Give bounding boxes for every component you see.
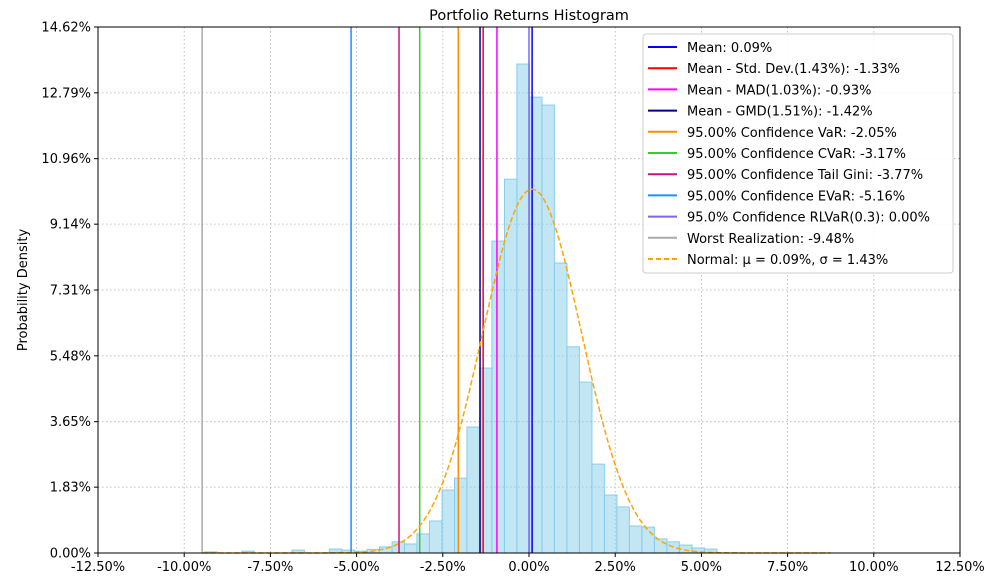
histogram-bar <box>466 426 480 554</box>
y-tick-label: 9.14% <box>50 218 91 233</box>
histogram-bar <box>541 104 555 554</box>
histogram-bar <box>591 463 605 554</box>
x-tick-label: 7.50% <box>767 560 808 575</box>
y-tick-label: 7.31% <box>50 284 91 299</box>
histogram-bar <box>403 543 418 554</box>
x-tick-label: -5.00% <box>334 560 380 575</box>
chart-title: Portfolio Returns Histogram <box>429 8 629 24</box>
x-tick-label: -10.00% <box>157 560 211 575</box>
histogram-bar <box>566 346 580 554</box>
histogram-bar <box>491 240 505 554</box>
x-tick-label: -7.50% <box>247 560 293 575</box>
y-tick-label: 10.96% <box>41 152 91 167</box>
x-tick-label: 10.00% <box>849 560 899 575</box>
y-axis-ticks: 0.00% 1.83% 3.65% 5.48% 7.31% 9.14% 10.96% 12.7… <box>41 21 98 562</box>
risk-lines <box>201 27 533 553</box>
y-tick-label: 0.00% <box>50 547 91 562</box>
legend-label: Mean: 0.09% <box>687 41 772 56</box>
histogram-bar <box>428 520 443 554</box>
x-tick-label: 12.50% <box>935 560 985 575</box>
legend-label: Mean - MAD(1.03%): -0.93% <box>687 83 871 98</box>
legend-label: Worst Realization: -9.48% <box>687 232 854 247</box>
legend-label: 95.00% Confidence VaR: -2.05% <box>687 126 897 141</box>
y-tick-label: 1.83% <box>50 481 91 496</box>
y-tick-label: 12.79% <box>41 86 91 101</box>
y-tick-label: 5.48% <box>50 349 91 364</box>
legend-label: 95.00% Confidence Tail Gini: -3.77% <box>687 168 923 183</box>
x-axis-ticks: -12.50% -10.00% -7.50% -5.00% -2.50% 0.00% 2.5… <box>71 553 985 575</box>
x-tick-label: 5.00% <box>681 560 722 575</box>
histogram-bar <box>616 506 630 554</box>
histogram-bars <box>204 63 718 554</box>
histogram-bar <box>603 494 618 554</box>
legend-label: Mean - Std. Dev.(1.43%): -1.33% <box>687 62 900 77</box>
legend-label: Mean - GMD(1.51%): -1.42% <box>687 105 873 120</box>
histogram-bar <box>478 367 493 554</box>
x-tick-label: 0.00% <box>508 560 549 575</box>
y-axis-label: Probability Density <box>16 229 31 352</box>
y-tick-label: 3.65% <box>50 415 91 430</box>
histogram-bar <box>441 489 456 554</box>
histogram-bar <box>528 96 543 554</box>
histogram-bar <box>641 526 655 554</box>
histogram-bar <box>516 63 530 554</box>
x-tick-label: -12.50% <box>71 560 125 575</box>
legend-label: 95.00% Confidence EVaR: -5.16% <box>687 189 905 204</box>
histogram-bar <box>628 525 643 554</box>
legend-label: 95.0% Confidence RLVaR(0.3): 0.00% <box>687 211 930 226</box>
histogram-bar <box>453 477 468 554</box>
legend-box <box>642 33 954 274</box>
histogram-bar <box>416 533 430 554</box>
x-tick-label: 2.50% <box>595 560 636 575</box>
legend: Mean: 0.09% Mean - Std. Dev.(1.43%): -1.3… <box>642 33 954 274</box>
x-tick-label: -2.50% <box>420 560 466 575</box>
legend-label: 95.00% Confidence CVaR: -3.17% <box>687 147 906 162</box>
histogram-bar <box>553 262 568 554</box>
histogram-bar <box>578 381 593 554</box>
y-tick-label: 14.62% <box>41 21 91 36</box>
legend-label: Normal: μ = 0.09%, σ = 1.43% <box>687 253 888 268</box>
histogram-bar <box>653 538 668 554</box>
